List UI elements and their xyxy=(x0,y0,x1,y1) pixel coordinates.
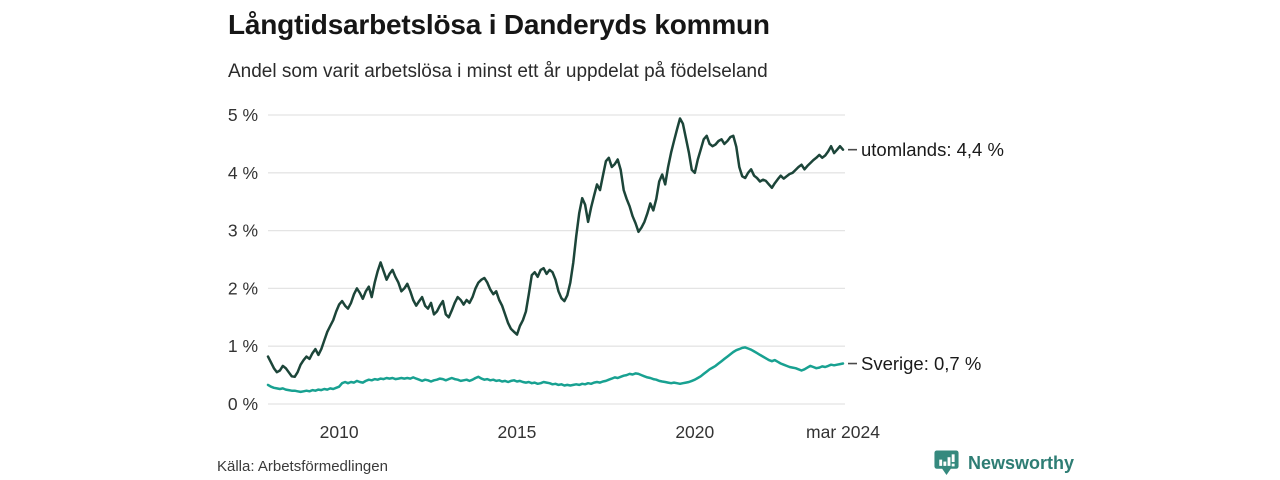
y-tick-label: 2 % xyxy=(228,278,258,298)
newsworthy-branding[interactable]: Newsworthy xyxy=(933,449,1074,477)
source-note: Källa: Arbetsförmedlingen xyxy=(217,458,388,475)
y-tick-label: 0 % xyxy=(228,394,258,414)
logo-exclamation-bar xyxy=(951,454,955,463)
logo-exclamation-dot xyxy=(951,463,955,467)
y-tick-label: 1 % xyxy=(228,336,258,356)
series-end-label-utomlands: utomlands: 4,4 % xyxy=(861,139,1004,160)
newsworthy-logo-icon xyxy=(934,450,959,476)
y-tick-label: 3 % xyxy=(228,221,258,241)
newsworthy-wordmark: Newsworthy xyxy=(968,452,1075,473)
x-tick-label: 2015 xyxy=(497,422,536,442)
series-end-label-sverige: Sverige: 0,7 % xyxy=(861,353,981,374)
series-line-utomlands xyxy=(266,117,845,379)
chart-subtitle: Andel som varit arbetslösa i minst ett å… xyxy=(228,61,768,82)
series-line-sverige xyxy=(266,346,845,394)
logo-bar-2 xyxy=(943,461,947,466)
y-tick-label: 4 % xyxy=(228,163,258,183)
chart-title: Långtidsarbetslösa i Danderyds kommun xyxy=(228,9,770,40)
y-tick-label: 5 % xyxy=(228,105,258,125)
x-tick-label: mar 2024 xyxy=(806,422,880,442)
logo-bubble-shape xyxy=(934,450,959,476)
logo-bar-1 xyxy=(939,459,943,466)
logo-bar-3 xyxy=(947,457,951,466)
x-tick-label: 2010 xyxy=(320,422,359,442)
x-tick-label: 2020 xyxy=(675,422,714,442)
